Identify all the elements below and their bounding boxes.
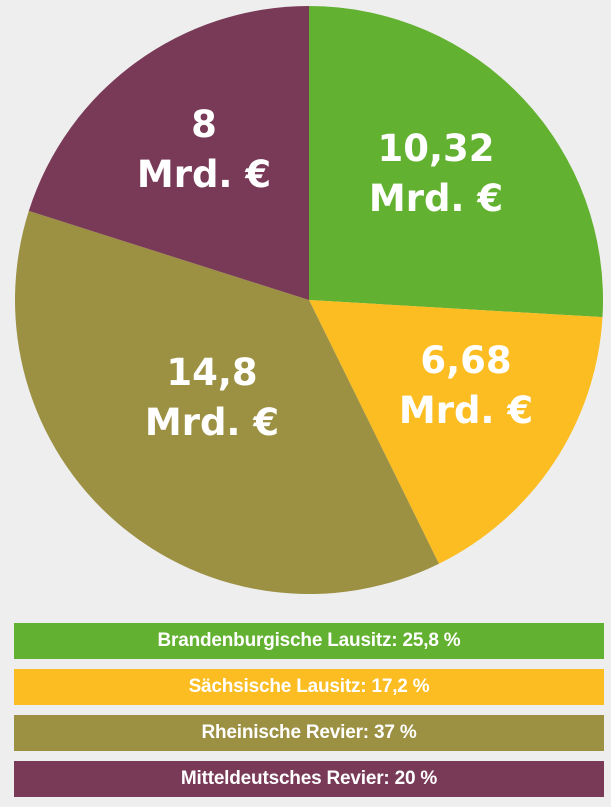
legend: Brandenburgische Lausitz: 25,8 % Sächsis… (14, 623, 604, 807)
slice-unit: Mrd. € (399, 389, 533, 432)
legend-label: Sächsische Lausitz: 17,2 % (188, 676, 430, 697)
legend-item-rheinische-revier: Rheinische Revier: 37 % (14, 715, 604, 751)
slice-value: 8 (191, 103, 217, 146)
legend-label: Brandenburgische Lausitz: 25,8 % (157, 630, 461, 651)
slice-label-0: 10,32 Mrd. € (369, 127, 503, 220)
legend-item-mitteldeutsches-revier: Mitteldeutsches Revier: 20 % (14, 761, 604, 797)
slice-label-2: 14,8 Mrd. € (145, 351, 279, 444)
pie-slice-3 (28, 6, 310, 300)
pie-slice-1 (309, 300, 603, 564)
slice-unit: Mrd. € (145, 401, 279, 444)
pie-chart: 10,32 Mrd. € 6,68 Mrd. € 14,8 Mrd. € 8 Mrd. € (15, 6, 603, 594)
pie-slice-0 (309, 6, 603, 318)
legend-label: Mitteldeutsches Revier: 20 % (180, 768, 438, 789)
slice-value: 14,8 (166, 351, 257, 394)
slice-value: 6,68 (420, 339, 511, 382)
legend-item-saechsische-lausitz: Sächsische Lausitz: 17,2 % (14, 669, 604, 705)
legend-label: Rheinische Revier: 37 % (201, 722, 417, 743)
legend-item-brandenburgische-lausitz: Brandenburgische Lausitz: 25,8 % (14, 623, 604, 659)
pie-slice-2 (15, 210, 439, 594)
slice-value: 10,32 (377, 127, 494, 170)
slice-label-3: 8 Mrd. € (137, 103, 271, 196)
slice-unit: Mrd. € (369, 177, 503, 220)
slice-unit: Mrd. € (137, 153, 271, 196)
slice-label-1: 6,68 Mrd. € (399, 339, 533, 432)
